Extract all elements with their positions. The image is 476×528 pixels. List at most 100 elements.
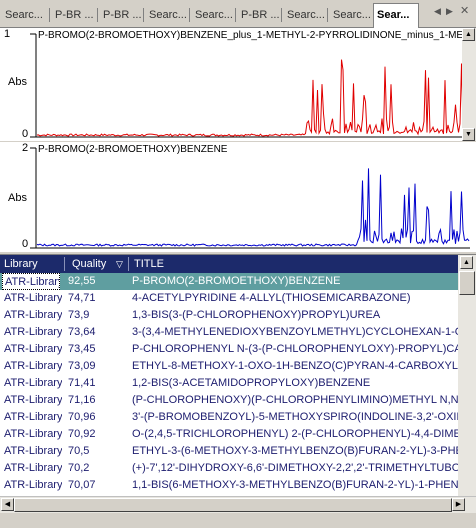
tab-label: P-BR ... [241,9,280,21]
cell-library: ATR-Library [4,462,62,474]
tab-search-active[interactable]: Sear... [373,3,419,28]
tab-label: Searc... [149,9,187,21]
tab-label: Searc... [287,9,325,21]
spectrum-chart [30,147,470,249]
cell-title: P-CHLOROPHENYL N-(3-(P-CHLOROPHENYLOXY)-… [132,343,458,355]
close-tab-icon[interactable]: ✕ [460,5,470,17]
spectrum-trace-blue [36,168,470,247]
cell-library: ATR-Library [4,326,62,338]
y-min-label: 0 [22,238,29,250]
tab-strip: Searc... P-BR ... P-BR ... Searc... Sear… [0,0,476,28]
cell-quality: 70,92 [68,428,96,440]
cell-library: ATR-Library [4,309,62,321]
table-row[interactable]: ATR-Library 70,07 1,1-BIS(6-METHOXY-3-METH… [0,477,458,494]
table-row[interactable]: ATR-Library 70,96 3'-(P-BROMOBENZOYL)-5-ME… [0,409,458,426]
table-row[interactable]: ATR-Library 73,09 ETHYL-8-METHOXY-1-OXO-1H… [0,358,458,375]
table-row[interactable]: ATR-Library 73,9 1,3-BIS(3-(P-CHLOROPHENOX… [0,307,458,324]
cell-library: ATR-Library [4,292,62,304]
tab-pbr-1[interactable]: P-BR ... [52,5,98,27]
cell-quality: 70,07 [68,479,96,491]
table-row[interactable]: ATR-Library 70,92 O-(2,4,5-TRICHLOROPHENYL… [0,426,458,443]
spectrum-plot-top[interactable]: P-BROMO(2-BROMOETHOXY)BENZENE_plus_1-MET… [0,28,476,141]
y-max-label: 2 [22,142,29,154]
cell-library: ATR-Library [4,411,62,423]
cell-library: ATR-Library [4,360,62,372]
sort-desc-icon[interactable]: ▽ [116,259,123,269]
cell-title: (+)-7',12'-DIHYDROXY-6,6'-DIMETHOXY-2,2'… [132,462,458,474]
tab-search-5[interactable]: Searc... [330,5,374,27]
cell-library: ATR-Library [2,273,60,290]
cell-title: O-(2,4,5-TRICHLOROPHENYL) 2-(P-CHLOROPHE… [132,428,458,440]
table-row[interactable]: ATR-Library 74,71 4-ACETYLPYRIDINE 4-ALLYL… [0,290,458,307]
tab-search-4[interactable]: Searc... [284,5,328,27]
cell-library: ATR-Library [4,428,62,440]
plot-title: P-BROMO(2-BROMOETHOXY)BENZENE_plus_1-MET… [38,30,463,41]
tab-search-3[interactable]: Searc... [192,5,236,27]
cell-title: 1,1-BIS(6-METHOXY-3-METHYLBENZO(B)FURAN-… [132,479,458,491]
cell-quality: 73,45 [68,343,96,355]
cell-title: P-BROMO(2-BROMOETHOXY)BENZENE [132,275,341,287]
cell-quality: 73,09 [68,360,96,372]
y-axis-label: Abs [8,76,27,88]
cell-title: ETHYL-3-(6-METHOXY-3-METHYLBENZO(B)FURAN… [132,445,458,457]
cell-library: ATR-Library [4,377,62,389]
cell-title: 3'-(P-BROMOBENZOYL)-5-METHOXYSPIRO(INDOL… [132,411,458,423]
cell-title: ETHYL-8-METHOXY-1-OXO-1H-BENZO(C)PYRAN-4… [132,360,458,372]
scroll-thumb[interactable] [14,498,452,512]
scroll-up-button[interactable]: ▲ [462,28,475,41]
tab-label: Sear... [377,9,410,21]
table-row[interactable]: ATR-Library 92,55 P-BROMO(2-BROMOETHOXY)BE… [0,273,458,290]
cell-quality: 73,9 [68,309,90,321]
spectrum-chart [30,33,470,138]
column-header-library[interactable]: Library [4,258,38,270]
cell-title: 4-ACETYLPYRIDINE 4-ALLYL(THIOSEMICARBAZO… [132,292,411,304]
tab-pbr-2[interactable]: P-BR ... [100,5,144,27]
table-horizontal-scrollbar[interactable]: ◀ ▶ [0,496,476,513]
table-row[interactable]: ATR-Library 71,16 (P-CHLOROPHENOXY)(P-CHLO… [0,392,458,409]
tab-label: Searc... [333,9,371,21]
tab-label: Searc... [195,9,233,21]
table-header: Library Quality ▽ TITLE [0,255,458,273]
scroll-thumb[interactable] [459,271,475,295]
column-header-quality[interactable]: Quality [72,258,107,270]
spectrum-plot-bottom[interactable]: P-BROMO(2-BROMOETHOXY)BENZENE 2 Abs 0 [0,142,476,252]
tab-scroll-right-icon[interactable]: ▶ [446,6,453,16]
tab-label: P-BR ... [103,9,142,21]
cell-library: ATR-Library [4,394,62,406]
cell-library: ATR-Library [4,445,62,457]
cell-quality: 70,96 [68,411,96,423]
scroll-right-button[interactable]: ▶ [452,498,465,511]
results-table: Library Quality ▽ TITLE ATR-Library 92,55… [0,254,476,513]
y-min-label: 0 [22,128,29,140]
cell-quality: 74,71 [68,292,96,304]
tab-label: P-BR ... [55,9,94,21]
table-vertical-scrollbar[interactable]: ▲ [458,255,476,513]
cell-library: ATR-Library [4,343,62,355]
cell-title: (P-CHLOROPHENOXY)(P-CHLOROPHENYLIMINO)ME… [132,394,458,406]
cell-library: ATR-Library [4,479,62,491]
tab-pbr-3[interactable]: P-BR ... [238,5,282,27]
table-row[interactable]: ATR-Library 70,5 ETHYL-3-(6-METHOXY-3-METH… [0,443,458,460]
tab-search-1[interactable]: Searc... [2,5,50,27]
cell-title: 1,3-BIS(3-(P-CHLOROPHENOXY)PROPYL)UREA [132,309,381,321]
plot-scrollbar[interactable]: ▲ ▼ [462,28,476,141]
y-axis-label: Abs [8,192,27,204]
spectrum-trace-red [36,59,470,137]
scroll-down-button[interactable]: ▼ [462,128,475,141]
cell-quality: 70,2 [68,462,90,474]
table-body: ATR-Library 92,55 P-BROMO(2-BROMOETHOXY)BE… [0,273,458,511]
plot-title: P-BROMO(2-BROMOETHOXY)BENZENE [38,144,228,155]
scroll-left-button[interactable]: ◀ [1,498,14,511]
table-row[interactable]: ATR-Library 73,64 3-(3,4-METHYLENEDIOXYBEN… [0,324,458,341]
scroll-up-button[interactable]: ▲ [460,256,473,269]
tab-search-2[interactable]: Searc... [146,5,190,27]
column-header-title[interactable]: TITLE [134,258,164,270]
table-row[interactable]: ATR-Library 71,41 1,2-BIS(3-ACETAMIDOPROPY… [0,375,458,392]
cell-quality: 70,5 [68,445,90,457]
tab-scroll-left-icon[interactable]: ◀ [434,6,441,16]
table-row[interactable]: ATR-Library 73,45 P-CHLOROPHENYL N-(3-(P-C… [0,341,458,358]
cell-quality: 92,55 [68,275,96,287]
table-row[interactable]: ATR-Library 70,2 (+)-7',12'-DIHYDROXY-6,6'… [0,460,458,477]
tab-label: Searc... [5,9,43,21]
y-max-label: 1 [4,28,11,40]
